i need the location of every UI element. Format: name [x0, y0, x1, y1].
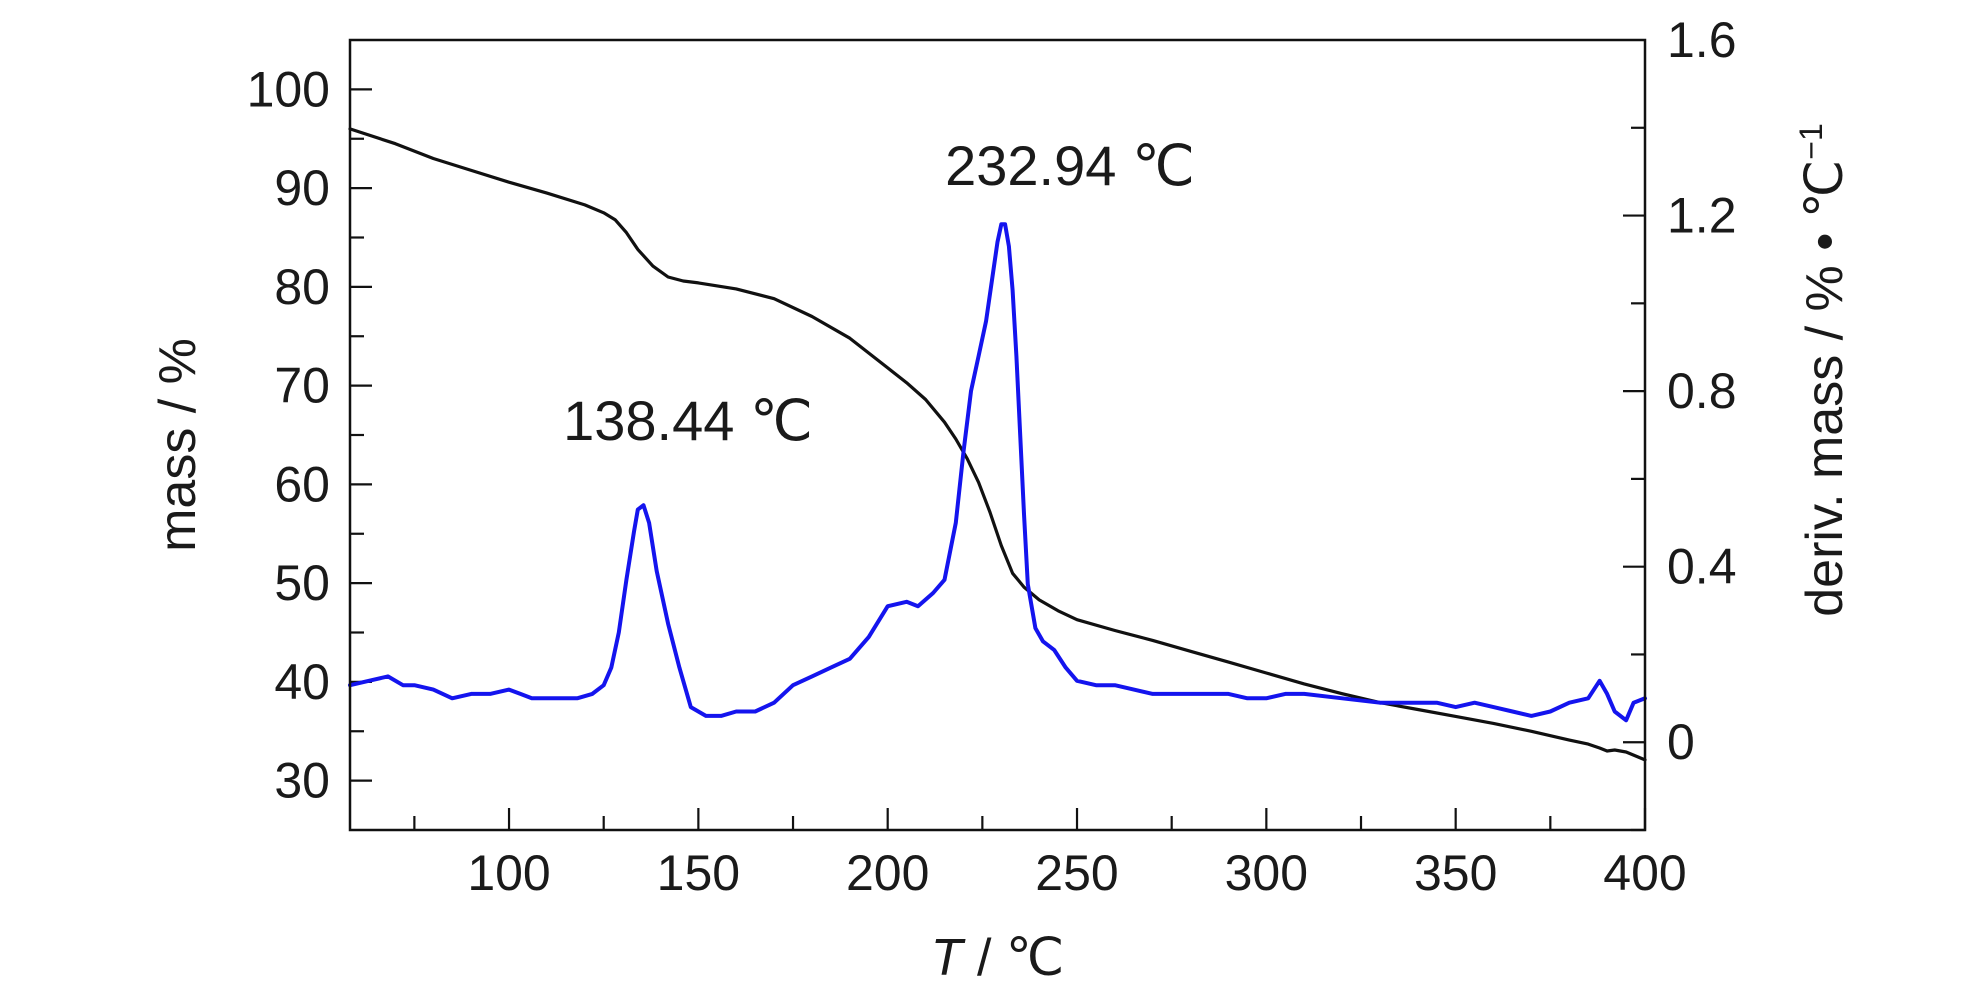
- y-left-tick-label: 50: [274, 555, 330, 611]
- x-axis-unit: / ℃: [963, 929, 1065, 987]
- y-right-tick-label: 0.8: [1667, 363, 1737, 419]
- y-left-tick-label: 100: [247, 61, 330, 117]
- peak-annotation-1: 138.44 ℃: [563, 389, 813, 452]
- y-left-tick-label: 40: [274, 654, 330, 710]
- y-right-tick-label: 1.6: [1667, 12, 1737, 68]
- x-tick-label: 100: [467, 845, 550, 901]
- y-right-tick-label: 1.2: [1667, 188, 1737, 244]
- y-left-tick-label: 90: [274, 160, 330, 216]
- series-layer: [348, 127, 1647, 762]
- y-left-tick-label: 30: [274, 753, 330, 809]
- y-axis-right-exponent: −1: [1793, 123, 1829, 159]
- x-tick-label: 350: [1414, 845, 1497, 901]
- x-axis-label: T / ℃: [931, 929, 1065, 987]
- x-axis-variable: T: [931, 929, 966, 987]
- y-left-tick-label: 80: [274, 259, 330, 315]
- mass-curve: [348, 127, 1647, 762]
- y-left-tick-label: 60: [274, 456, 330, 512]
- x-tick-label: 400: [1603, 845, 1686, 901]
- y-left-tick-label: 70: [274, 358, 330, 414]
- y-right-tick-label: 0: [1667, 714, 1695, 770]
- x-tick-label: 250: [1035, 845, 1118, 901]
- y-right-tick-label: 0.4: [1667, 539, 1737, 595]
- y-axis-right-label: deriv. mass / % • ℃−1: [1793, 123, 1854, 617]
- peak-annotation-2: 232.94 ℃: [945, 134, 1195, 197]
- y-axis-left-label: mass / %: [149, 338, 207, 552]
- y-axis-right-text: deriv. mass / % • ℃: [1796, 160, 1854, 617]
- plot-frame: [348, 38, 1647, 832]
- x-tick-label: 150: [657, 845, 740, 901]
- derivative-curve: [348, 222, 1647, 723]
- tick-labels: 100 150 200 250 300 350 400 30 40 50 60 70 80 90 100 0 0…: [247, 12, 1737, 901]
- x-tick-label: 300: [1225, 845, 1308, 901]
- axis-ticks: [350, 88, 1647, 832]
- x-tick-label: 200: [846, 845, 929, 901]
